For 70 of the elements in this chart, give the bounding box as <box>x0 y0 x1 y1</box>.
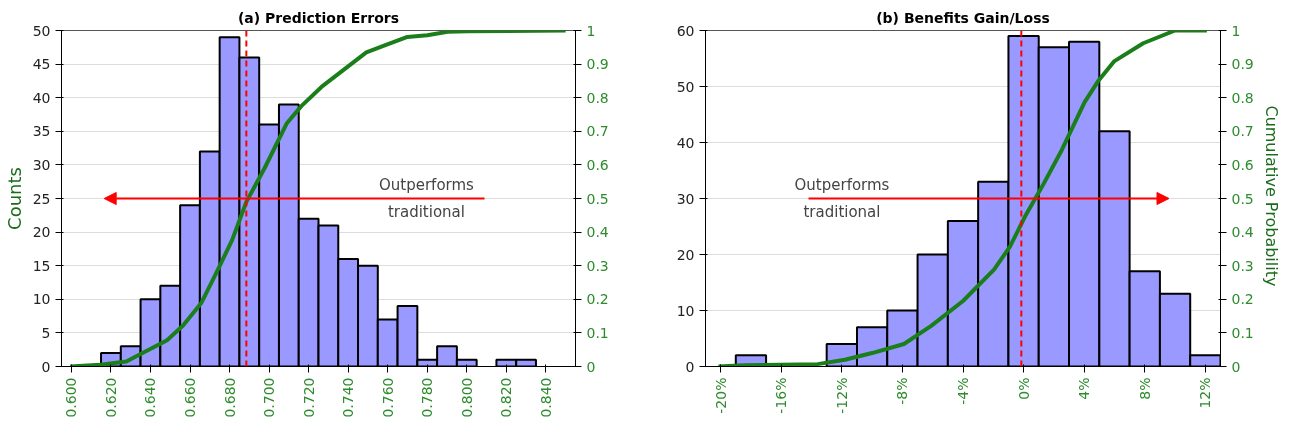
x-tick-label: -8% <box>894 377 911 405</box>
y-tick-label: 15 <box>32 257 51 274</box>
x-tick-label: -12% <box>833 377 850 414</box>
y-tick-label: 30 <box>32 156 51 173</box>
chart-title: (a) Prediction Errors <box>237 9 400 26</box>
y2-tick-label: 0.1 <box>586 324 609 341</box>
y2-tick-label: 0.8 <box>586 89 609 106</box>
y2-tick-label: 0.4 <box>1231 224 1254 241</box>
x-tick-label: 0.720 <box>300 377 317 418</box>
x-tick-label: 0.820 <box>498 377 515 418</box>
y-tick-label: 40 <box>676 134 695 151</box>
x-tick-label: 0.740 <box>340 377 357 418</box>
x-tick-label: 0.680 <box>221 377 238 418</box>
x-tick-label: 0.840 <box>537 377 554 418</box>
x-tick-label: -16% <box>773 377 790 414</box>
y-axis-title: Counts <box>3 167 25 230</box>
y2-tick-label: 0 <box>586 358 596 375</box>
y-tick-label: 45 <box>32 56 51 73</box>
line-series <box>716 30 1209 367</box>
y2-tick-label: 1 <box>586 22 596 39</box>
annotation: Outperforms traditional <box>794 176 890 221</box>
y2-axis-title: Cumulative Probability <box>1261 105 1281 287</box>
y2-tick-label: 1 <box>1231 22 1241 39</box>
y-tick-label: 60 <box>676 22 695 39</box>
x-tick-label: 0.640 <box>142 377 159 418</box>
x-tick-label: 0.660 <box>182 377 198 418</box>
annotation: Outperforms traditional <box>378 176 475 221</box>
y2-tick-label: 0.9 <box>586 56 609 73</box>
y-tick-label: 50 <box>32 22 51 39</box>
y2-tick-label: 0.1 <box>1231 324 1254 341</box>
y-tick-label: 40 <box>32 89 51 106</box>
y-tick-label: 20 <box>32 224 51 241</box>
x-tick-label: 0% <box>1015 377 1032 400</box>
y2-tick-label: 0.4 <box>586 224 609 241</box>
y2-tick-label: 0.9 <box>1231 56 1254 73</box>
y-tick-label: 25 <box>32 190 51 207</box>
y2-tick-label: 0.5 <box>1231 190 1254 207</box>
x-tick-label: 0.760 <box>379 377 396 418</box>
y2-tick-label: 0.5 <box>586 190 609 207</box>
y-tick-label: 0 <box>41 358 51 375</box>
x-tick-label: -4% <box>955 377 971 405</box>
y2-tick-label: 0.3 <box>1231 257 1254 274</box>
y2-tick-label: 0.2 <box>1231 291 1254 308</box>
y-tick-label: 50 <box>676 78 695 95</box>
x-tick-label: -20% <box>712 377 729 414</box>
y2-tick-label: 0 <box>1231 358 1241 375</box>
y2-tick-label: 0.2 <box>586 291 609 308</box>
x-tick-label: 0.620 <box>102 377 119 418</box>
y2-tick-label: 0.8 <box>1231 89 1254 106</box>
y2-tick-label: 0.7 <box>1231 123 1254 140</box>
x-tick-label: 0.800 <box>458 377 475 418</box>
y-tick-label: 35 <box>32 123 51 140</box>
x-tick-label: 12% <box>1197 377 1214 409</box>
y-tick-label: 0 <box>685 358 695 375</box>
y2-tick-label: 0.6 <box>586 156 609 173</box>
y-tick-label: 30 <box>676 190 695 207</box>
y-tick-label: 10 <box>676 302 695 319</box>
y2-tick-label: 0.6 <box>1231 156 1254 173</box>
y2-tick-label: 0.3 <box>586 257 609 274</box>
x-tick-label: 0.780 <box>419 377 436 418</box>
x-tick-label: 0.700 <box>261 377 278 418</box>
y2-tick-label: 0.7 <box>586 123 609 140</box>
y-tick-label: 20 <box>676 246 695 263</box>
x-tick-label: 4% <box>1076 377 1093 400</box>
x-tick-label: 0.600 <box>63 377 80 418</box>
line-series <box>68 30 568 367</box>
x-tick-label: 8% <box>1136 377 1153 400</box>
y-tick-label: 10 <box>32 291 51 308</box>
chart-title: (b) Benefits Gain/Loss <box>876 9 1050 26</box>
y-tick-label: 5 <box>41 324 51 341</box>
